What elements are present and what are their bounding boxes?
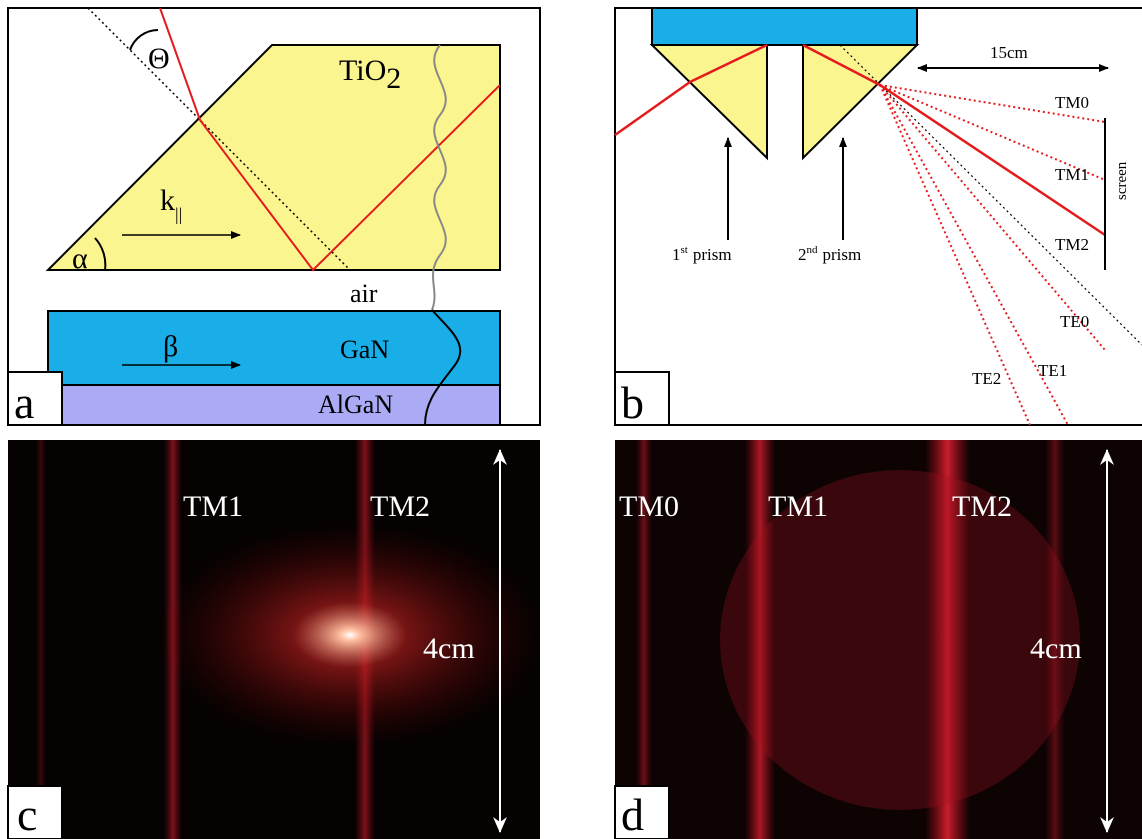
beta: β: [163, 330, 178, 363]
text: prism: [823, 245, 862, 264]
page: {"panel_a": {"label": "a", "theta": "Θ",…: [0, 0, 1142, 839]
mode-stripe: [36, 440, 46, 839]
subscript: 2: [386, 62, 401, 95]
mode-label: TM1: [183, 490, 243, 523]
text: k: [160, 184, 175, 217]
text: TiO: [339, 54, 386, 87]
panel-label: b: [621, 377, 644, 428]
mode-label: TE0: [1060, 312, 1089, 331]
sample: [652, 8, 917, 45]
figure: Θ TiO2 k|| α air β GaN AlGaN a 15cm TM0 …: [0, 0, 1142, 839]
panel-label: c: [17, 789, 37, 839]
screen-label: screen: [1114, 161, 1130, 200]
distance: 15cm: [990, 43, 1028, 62]
body: Θ TiO2 k|| α air β GaN AlGaN a 15cm TM0 …: [0, 0, 1142, 839]
mode-label: TM1: [1055, 165, 1089, 184]
mode-label: TM2: [1055, 235, 1089, 254]
algan: AlGaN: [318, 390, 393, 419]
panel-label: d: [621, 789, 644, 839]
mode-label: TM2: [370, 490, 430, 523]
panel-d: TM0 TM1 TM2 4cm d: [615, 440, 1142, 839]
height-label: 4cm: [423, 632, 475, 665]
mode-label: TM2: [952, 490, 1012, 523]
text: 2: [798, 245, 807, 264]
gan-layer: [48, 311, 500, 385]
theta: Θ: [148, 42, 170, 75]
panel-a: Θ TiO2 k|| α air β GaN AlGaN a: [8, 8, 540, 428]
subscript: ||: [175, 204, 182, 224]
panel-label: a: [14, 377, 34, 428]
text: prism: [693, 245, 732, 264]
algan-layer: [48, 385, 500, 425]
scatter-spot: [160, 525, 540, 745]
superscript: nd: [807, 244, 819, 256]
mode-label: TM1: [768, 490, 828, 523]
mode-label: TE2: [972, 369, 1001, 388]
air: air: [350, 279, 378, 308]
panel-c: TM1 TM2 4cm c: [8, 440, 540, 839]
text: 1: [672, 245, 681, 264]
height-label: 4cm: [1030, 632, 1082, 665]
alpha: α: [72, 242, 88, 275]
superscript: st: [681, 244, 688, 256]
gan: GaN: [340, 335, 389, 364]
mode-label: TM0: [1055, 93, 1089, 112]
mode-label: TM0: [619, 490, 679, 523]
mode-label: TE1: [1038, 361, 1067, 380]
